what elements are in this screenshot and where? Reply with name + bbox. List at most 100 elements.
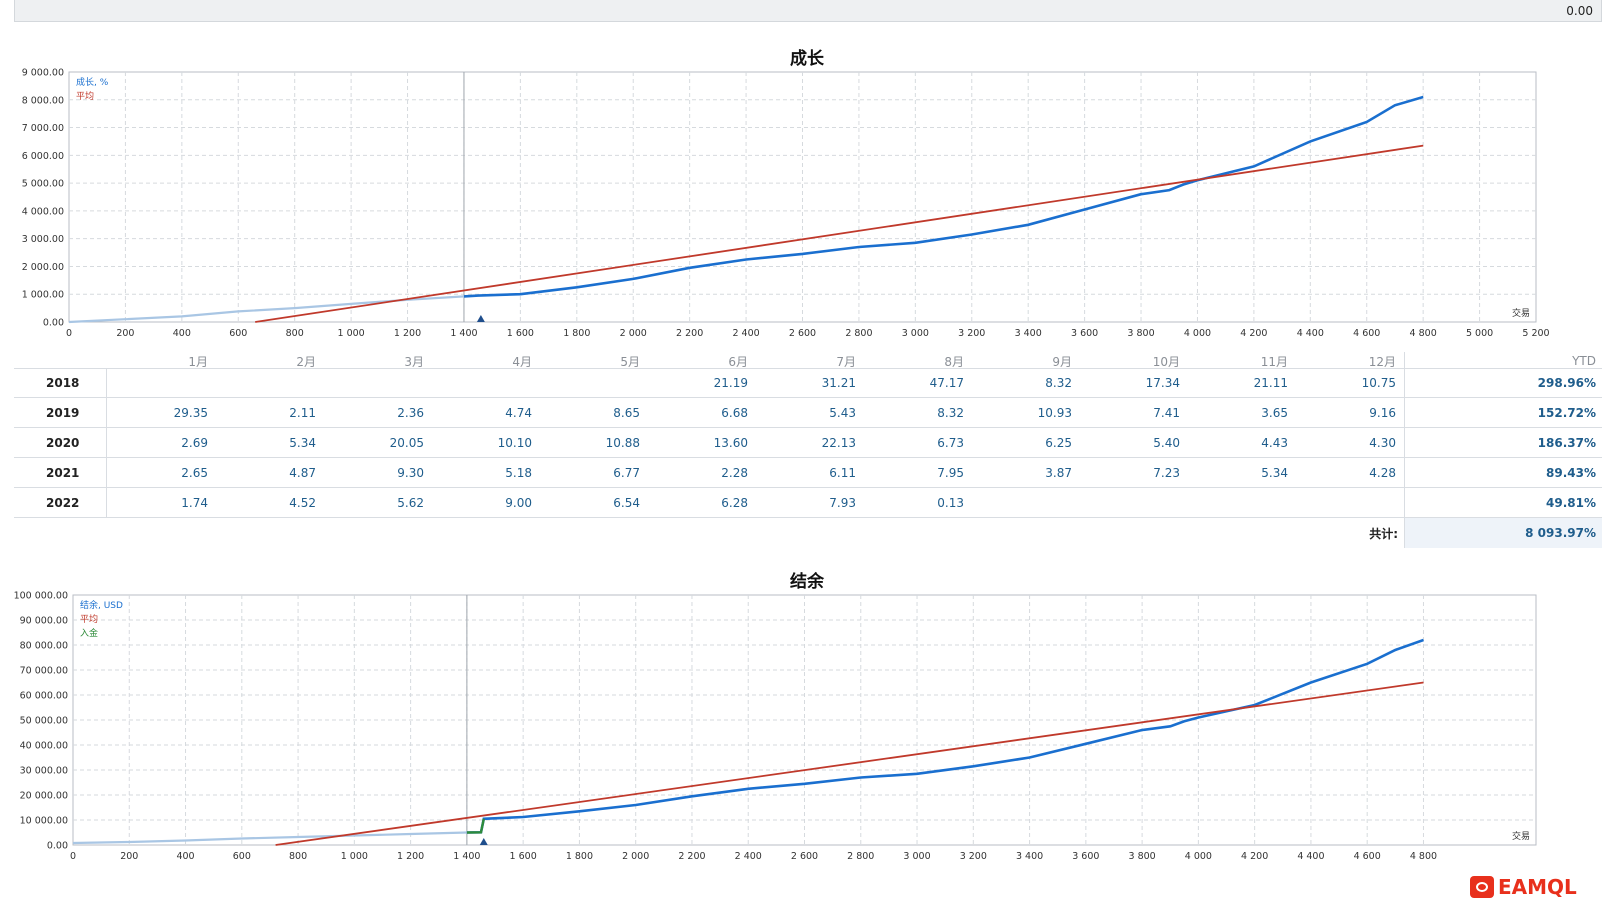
month-value: 2.11 (289, 405, 316, 420)
series-line-history (72, 831, 467, 845)
month-value: 5.40 (1153, 435, 1180, 450)
y-tick-label: 0.00 (43, 318, 64, 329)
y-tick-label: 90 000.00 (20, 616, 68, 627)
y-tick-label: 6 000.00 (22, 151, 64, 162)
month-value: 5.43 (829, 405, 856, 420)
month-value: 22.13 (821, 435, 856, 450)
y-tick-label: 50 000.00 (20, 716, 68, 727)
table-column-divider (106, 368, 107, 518)
y-tick-label: 100 000.00 (14, 591, 68, 602)
x-tick-label: 1 200 (394, 328, 421, 339)
header-month: 9月 (1052, 354, 1072, 369)
x-axis-label: 交易 (1512, 830, 1530, 842)
month-value: 2.69 (181, 435, 208, 450)
month-value: 13.60 (713, 435, 748, 450)
month-value: 5.34 (289, 435, 316, 450)
y-tick-label: 7 000.00 (22, 123, 64, 134)
month-value: 17.34 (1145, 376, 1180, 390)
legend-entry: 平均 (76, 90, 94, 102)
series-line-main (466, 638, 1424, 834)
x-tick-label: 4 200 (1241, 851, 1268, 862)
month-value (1078, 488, 1186, 517)
balance-chart-title: 结余 (790, 572, 824, 592)
x-tick-label: 1 200 (397, 851, 424, 862)
month-value: 10.93 (1037, 405, 1072, 420)
header-month: 11月 (1260, 354, 1288, 369)
x-tick-label: 2 200 (678, 851, 705, 862)
x-tick-label: 3 000 (902, 328, 929, 339)
month-value: 4.52 (289, 495, 316, 510)
growth-chart: 0.00 1 000.00 2 000.00 3 000.00 4 000.00 5 00… (22, 68, 1550, 340)
month-value: 2.28 (721, 465, 748, 480)
month-value (1294, 488, 1402, 517)
header-month: 5月 (620, 354, 640, 369)
header-month: 1月 (188, 354, 208, 369)
table-column-divider (1404, 352, 1405, 548)
header-ytd: YTD (1572, 354, 1596, 368)
x-tick-label: 3 400 (1016, 851, 1043, 862)
x-tick-label: 400 (173, 328, 191, 339)
row-year: 2018 (46, 376, 80, 390)
x-tick-label: 2 400 (735, 851, 762, 862)
y-tick-label: 8 000.00 (22, 95, 64, 106)
table-row: 2019 29.35 2.11 2.36 4.74 8.65 6.68 5.43 8.32 10.… (14, 398, 1602, 428)
x-tick-label: 5 200 (1522, 328, 1549, 339)
x-tick-label: 2 200 (676, 328, 703, 339)
table-row: 2021 2.65 4.87 9.30 5.18 6.77 2.28 6.11 7.95 3.87… (14, 458, 1602, 488)
y-tick-label: 0.00 (47, 841, 68, 852)
y-tick-label: 9 000.00 (22, 68, 64, 79)
month-value: 9.00 (505, 495, 532, 510)
month-value: 4.74 (505, 405, 532, 420)
header-month: 4月 (512, 354, 532, 369)
x-tick-label: 5 000 (1466, 328, 1493, 339)
month-value: 8.32 (1045, 376, 1072, 390)
x-tick-label: 4 600 (1353, 328, 1380, 339)
total-value: 8 093.97% (1404, 518, 1602, 548)
month-value: 7.93 (829, 495, 856, 510)
month-value: 6.54 (613, 495, 640, 510)
x-tick-label: 2 400 (732, 328, 759, 339)
ytd-value: 298.96% (1537, 376, 1596, 390)
x-tick-label: 3 600 (1072, 851, 1099, 862)
row-year: 2020 (46, 435, 80, 450)
table-total-row: 共计: 8 093.97% (14, 518, 1602, 548)
x-tick-label: 1 600 (510, 851, 537, 862)
month-value: 47.17 (929, 376, 964, 390)
logo-text: EAMQL (1498, 875, 1577, 899)
eamql-logo: EAMQL (1466, 872, 1614, 902)
month-value: 4.43 (1261, 435, 1288, 450)
ytd-value: 89.43% (1546, 465, 1596, 480)
month-value: 6.28 (721, 495, 748, 510)
x-tick-label: 4 400 (1297, 328, 1324, 339)
y-tick-label: 70 000.00 (20, 666, 68, 677)
month-value: 0.13 (937, 495, 964, 510)
y-tick-label: 4 000.00 (22, 206, 64, 217)
x-tick-label: 0 (70, 851, 76, 862)
month-value: 7.95 (937, 465, 964, 480)
month-value: 5.34 (1261, 465, 1288, 480)
x-tick-label: 3 800 (1129, 851, 1156, 862)
month-value: 6.77 (613, 465, 640, 480)
x-tick-label: 3 200 (958, 328, 985, 339)
legend-entry: 平均 (80, 613, 98, 625)
month-value: 6.11 (829, 465, 856, 480)
x-tick-label: 400 (176, 851, 194, 862)
x-tick-label: 4 600 (1354, 851, 1381, 862)
x-tick-label: 1 000 (341, 851, 368, 862)
row-year: 2022 (46, 495, 80, 510)
month-value: 8.32 (937, 405, 964, 420)
month-value: 2.36 (397, 405, 424, 420)
header-month: 3月 (404, 354, 424, 369)
plot-area (68, 71, 1537, 323)
month-value: 3.65 (1261, 405, 1288, 420)
y-tick-label: 3 000.00 (22, 234, 64, 245)
month-value: 5.18 (505, 465, 532, 480)
month-value: 4.30 (1369, 435, 1396, 450)
month-value: 8.65 (613, 405, 640, 420)
balance-chart: 0.00 10 000.00 20 000.00 30 000.00 40 000.00… (14, 591, 1537, 862)
month-value: 10.75 (1361, 376, 1396, 390)
x-tick-label: 4 800 (1410, 851, 1437, 862)
average-line (255, 144, 1424, 323)
x-tick-label: 3 800 (1127, 328, 1154, 339)
y-tick-label: 1 000.00 (22, 290, 64, 301)
